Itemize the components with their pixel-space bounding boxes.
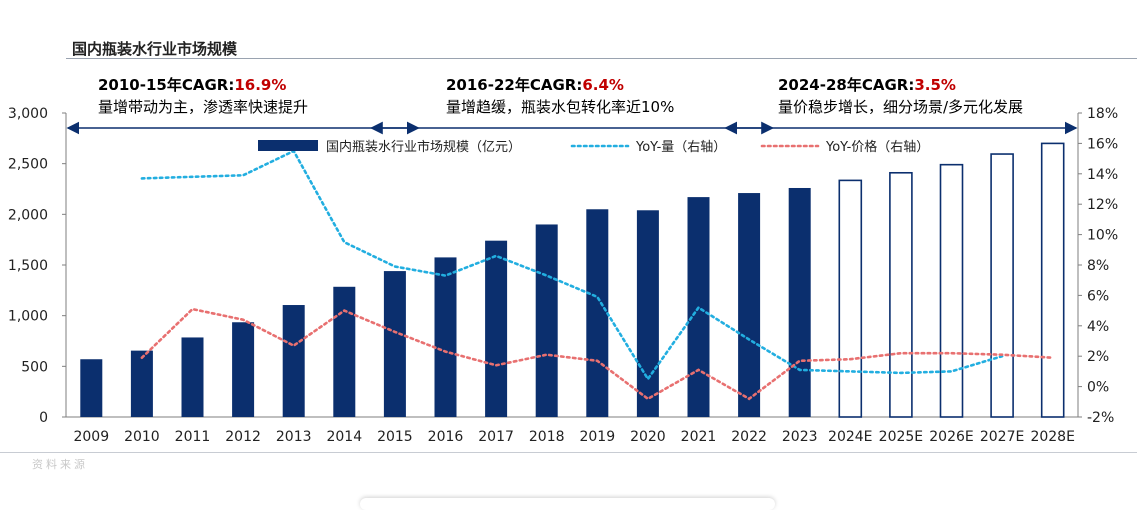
source-note: 资料来源 (32, 458, 88, 471)
title-divider (66, 58, 1137, 59)
legend-swatch-bar (258, 140, 318, 151)
period-3-cagr-label: 2024-28年CAGR (778, 76, 909, 94)
bar-estimate (889, 171, 913, 418)
bar (232, 322, 255, 417)
right-axis-tick-label: 2% (1087, 349, 1109, 365)
yoy-price-line (140, 307, 1054, 401)
bar (130, 350, 153, 417)
period-2-description: 量增趋缓，瓶装水包转化率近10% (446, 98, 675, 116)
x-axis-tick-label: 2017 (478, 429, 514, 445)
period-annotation-2: 2016-22年CAGR:6.4% 量增趋缓，瓶装水包转化率近10% (446, 76, 675, 116)
right-axis-tick-label: 18% (1087, 106, 1118, 122)
right-axis-tick-label: 4% (1087, 319, 1109, 335)
period-annotation-1: 2010-15年CAGR:16.9% 量增带动为主，渗透率快速提升 (98, 76, 309, 116)
bar (535, 224, 558, 417)
legend-label-yoy-price: YoY-价格（右轴） (825, 139, 929, 155)
period-3-description: 量价稳步增长，细分场景/多元化发展 (778, 98, 1024, 116)
period-1-cagr-value: 16.9% (234, 76, 287, 94)
bar-estimate (990, 153, 1014, 418)
x-axis-tick-label: 2014 (326, 429, 362, 445)
bar (738, 193, 761, 417)
legend-label-bar: 国内瓶装水行业市场规模（亿元） (326, 139, 521, 155)
x-axis-tick-label: 2010 (124, 429, 160, 445)
bar-estimate (1040, 142, 1065, 418)
bar (333, 286, 356, 417)
x-axis-tick-label: 2021 (681, 429, 717, 445)
right-axis-tick-label: 14% (1087, 167, 1118, 183)
bar (383, 271, 406, 417)
x-axis-tick-label: 2027E (980, 429, 1024, 445)
period-1-description: 量增带动为主，渗透率快速提升 (98, 98, 309, 116)
left-axis-tick-label: 0 (39, 410, 48, 426)
x-axis-tick-label: 2019 (579, 429, 615, 445)
right-axis-tick-label: 12% (1087, 197, 1118, 213)
bar (80, 359, 103, 417)
bar (485, 240, 508, 417)
bar (636, 210, 659, 417)
bar (788, 187, 811, 417)
period-2-cagr-value: 6.4% (582, 76, 624, 94)
x-axis-tick-label: 2022 (731, 429, 767, 445)
bar (586, 209, 609, 417)
right-axis-tick-label: -2% (1087, 410, 1114, 426)
right-axis-tick-label: 10% (1087, 228, 1118, 244)
x-axis-tick-label: 2011 (175, 429, 211, 445)
right-axis-tick-label: 6% (1087, 288, 1109, 304)
x-axis-tick-label: 2020 (630, 429, 666, 445)
bar (434, 257, 457, 417)
right-axis-tick-label: 16% (1087, 136, 1118, 152)
left-axis-tick-label: 1,500 (8, 258, 48, 274)
legend-label-yoy-volume: YoY-量（右轴） (635, 140, 726, 155)
bar (282, 305, 305, 417)
x-axis-tick-label: 2009 (73, 429, 109, 445)
x-axis-tick-label: 2012 (225, 429, 261, 445)
left-axis-tick-label: 2,500 (8, 157, 48, 173)
x-axis-tick-label: 2018 (529, 429, 565, 445)
left-axis-tick-label: 3,000 (8, 106, 48, 122)
period-annotation-3: 2024-28年CAGR:3.5% 量价稳步增长，细分场景/多元化发展 (778, 76, 1024, 116)
x-axis-tick-label: 2024E (828, 429, 872, 445)
bar (181, 337, 204, 417)
left-axis-tick-label: 2,000 (8, 207, 48, 223)
left-axis-tick-label: 500 (21, 359, 48, 375)
x-axis-tick-label: 2023 (782, 429, 818, 445)
bar-estimate (939, 163, 964, 418)
x-axis-tick-label: 2025E (879, 429, 923, 445)
period-1-cagr-label: 2010-15年CAGR (98, 76, 229, 94)
x-axis-tick-label: 2013 (276, 429, 312, 445)
x-axis-tick-label: 2016 (428, 429, 464, 445)
bottom-divider (0, 452, 1137, 453)
x-axis-tick-label: 2015 (377, 429, 413, 445)
x-axis-tick-label: 2026E (929, 429, 973, 445)
period-3-cagr-value: 3.5% (914, 76, 956, 94)
period-2-cagr-label: 2016-22年CAGR (446, 76, 577, 94)
left-axis-tick-label: 1,000 (8, 309, 48, 325)
bar-estimate (838, 179, 863, 418)
chart-title: 国内瓶装水行业市场规模 (72, 40, 238, 58)
right-axis-tick-label: 8% (1087, 258, 1109, 274)
yoy-volume-line (140, 149, 1004, 382)
x-axis-tick-label: 2028E (1030, 429, 1074, 445)
bottom-card-edge (360, 498, 775, 510)
right-axis-tick-label: 0% (1087, 380, 1109, 396)
